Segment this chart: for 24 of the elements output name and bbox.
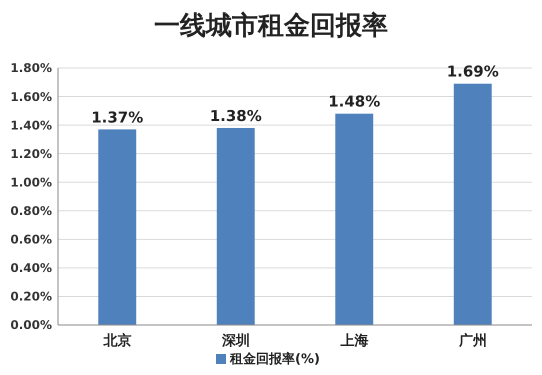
x-tick-label: 北京 [102, 332, 132, 349]
y-tick-label: 0.20% [10, 290, 52, 304]
y-tick-label: 1.20% [10, 146, 52, 161]
x-tick-label: 广州 [458, 332, 487, 349]
data-label: 1.38% [210, 106, 262, 125]
x-tick-label: 上海 [339, 333, 368, 349]
y-tick-label: 0.80% [10, 204, 52, 218]
data-label: 1.69% [446, 62, 499, 81]
y-tick-label: 1.80% [10, 61, 52, 76]
bar [216, 128, 255, 325]
data-label: 1.48% [328, 92, 380, 111]
y-tick-label: 1.40% [10, 118, 52, 132]
bar [454, 84, 492, 325]
chart-title: 一线城市租金回报率 [154, 11, 388, 41]
y-tick-label: 0.00% [10, 318, 52, 332]
x-tick-label: 深圳 [220, 333, 250, 349]
legend-label: 租金回报率(%) [229, 351, 320, 367]
bar [335, 114, 374, 325]
data-label: 1.37% [91, 108, 144, 126]
y-tick-label: 0.60% [10, 232, 52, 247]
y-tick-label: 0.40% [10, 261, 52, 276]
y-tick-label: 1.00% [10, 175, 52, 190]
y-tick-label: 1.60% [10, 90, 52, 104]
bar [98, 129, 136, 325]
